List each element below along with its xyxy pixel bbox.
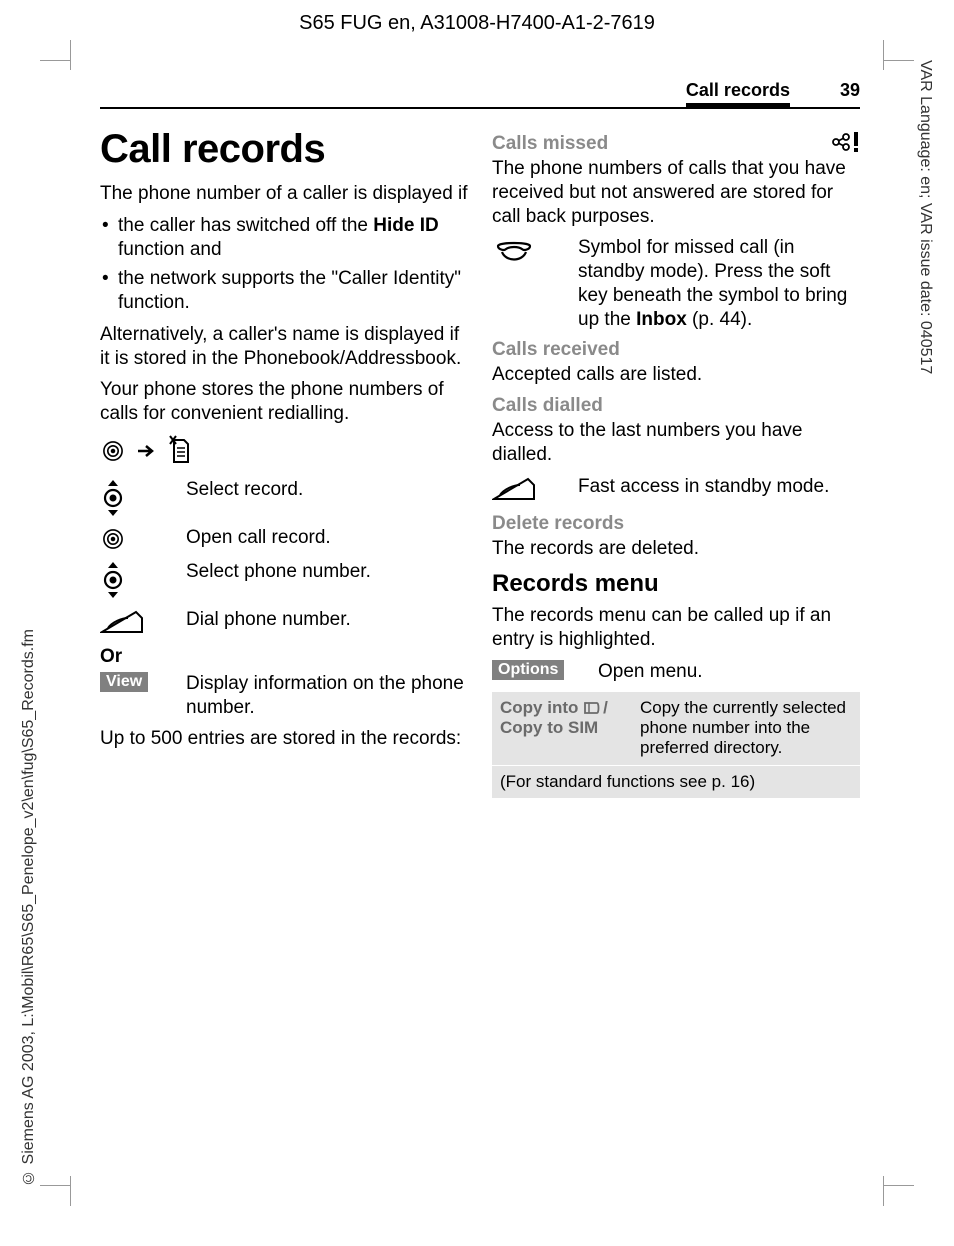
step-row: Open call record. (100, 526, 468, 552)
paragraph: Alternatively, a caller's name is displa… (100, 323, 468, 371)
options-text: Open menu. (598, 660, 860, 684)
icon-row: Fast access in standby mode. (492, 475, 860, 505)
or-label: Or (100, 646, 468, 668)
missed-indicator-icon (830, 130, 860, 154)
cell-text: Copy to SIM (500, 718, 598, 737)
table-foot: (For standard functions see p. 16) (500, 772, 755, 792)
table-row: Copy into / Copy to SIM Copy the current… (492, 692, 860, 765)
nav-sequence (100, 434, 468, 468)
list-item: the network supports the "Caller Identit… (100, 267, 468, 315)
subhead-dialled: Calls dialled (492, 395, 860, 417)
list-text: the caller has switched off the (118, 215, 373, 236)
options-table: Copy into / Copy to SIM Copy the current… (492, 692, 860, 798)
running-section: Call records (686, 80, 790, 109)
icon-row: Symbol for missed call (in standby mode)… (492, 236, 860, 331)
crop-mark (40, 1185, 70, 1186)
center-key-icon (100, 526, 126, 552)
intro-text: The phone number of a caller is displaye… (100, 182, 468, 206)
table-left-cell: Copy into / Copy to SIM (500, 698, 628, 759)
list-item: the caller has switched off the Hide ID … (100, 214, 468, 262)
doc-header: S65 FUG en, A31008-H7400-A1-2-7619 (0, 0, 954, 35)
page-number: 39 (840, 80, 860, 101)
arrow-right-icon (136, 444, 156, 458)
paragraph: Up to 500 entries are stored in the reco… (100, 727, 468, 751)
page-body: Call records 39 Call records The phone n… (100, 80, 860, 798)
side-text-left: © Siemens AG 2003, L:\Mobil\R65\S65_Pene… (20, 629, 38, 1186)
intro-list: the caller has switched off the Hide ID … (100, 214, 468, 315)
paragraph: Accepted calls are listed. (492, 363, 860, 387)
crop-mark (883, 40, 884, 70)
crop-mark (70, 1176, 71, 1206)
records-icon (166, 434, 196, 468)
table-right-cell: Copy the currently selected phone number… (640, 698, 852, 759)
right-column: Calls missed The phone numbers of calls … (492, 127, 860, 798)
options-row: Options Open menu. (492, 660, 860, 684)
side-text-right: VAR Language: en; VAR issue date: 040517 (916, 60, 934, 374)
text-bold: Inbox (636, 309, 687, 330)
subhead-missed: Calls missed (492, 133, 608, 155)
center-key-icon (100, 438, 126, 464)
icon-text: Fast access in standby mode. (578, 475, 860, 499)
subhead-delete: Delete records (492, 513, 860, 535)
paragraph: Access to the last numbers you have dial… (492, 419, 860, 467)
crop-mark (40, 60, 70, 61)
paragraph: The records menu can be called up if an … (492, 604, 860, 652)
step-row: Dial phone number. (100, 608, 468, 638)
phonebook-icon (583, 701, 603, 715)
phone-icon (492, 236, 536, 268)
left-column: Call records The phone number of a calle… (100, 127, 468, 798)
step-row: Select phone number. (100, 560, 468, 600)
page-title: Call records (100, 127, 468, 172)
step-text: Select phone number. (186, 560, 468, 584)
step-text: Display information on the phone number. (186, 672, 468, 720)
subhead-received: Calls received (492, 339, 860, 361)
step-row: Select record. (100, 478, 468, 518)
text-part: (p. 44). (687, 309, 752, 330)
call-key-icon (100, 608, 144, 638)
updown-key-icon (100, 560, 126, 600)
options-softkey: Options (492, 660, 564, 680)
list-text: function and (118, 239, 222, 260)
updown-key-icon (100, 478, 126, 518)
crop-mark (884, 1185, 914, 1186)
cell-text: / (603, 698, 608, 717)
records-menu-heading: Records menu (492, 570, 860, 598)
table-row: (For standard functions see p. 16) (492, 765, 860, 798)
step-row: View Display information on the phone nu… (100, 672, 468, 720)
step-text: Select record. (186, 478, 468, 502)
call-key-icon (492, 475, 536, 505)
paragraph: The phone numbers of calls that you have… (492, 157, 860, 228)
paragraph: Your phone stores the phone numbers of c… (100, 378, 468, 426)
running-header: Call records 39 (100, 80, 860, 109)
paragraph: The records are deleted. (492, 537, 860, 561)
crop-mark (884, 60, 914, 61)
step-text: Open call record. (186, 526, 468, 550)
list-bold: Hide ID (373, 215, 438, 236)
cell-text: Copy into (500, 698, 583, 717)
crop-mark (70, 40, 71, 70)
icon-text: Symbol for missed call (in standby mode)… (578, 236, 860, 331)
step-text: Dial phone number. (186, 608, 468, 632)
view-softkey: View (100, 672, 148, 692)
crop-mark (883, 1176, 884, 1206)
